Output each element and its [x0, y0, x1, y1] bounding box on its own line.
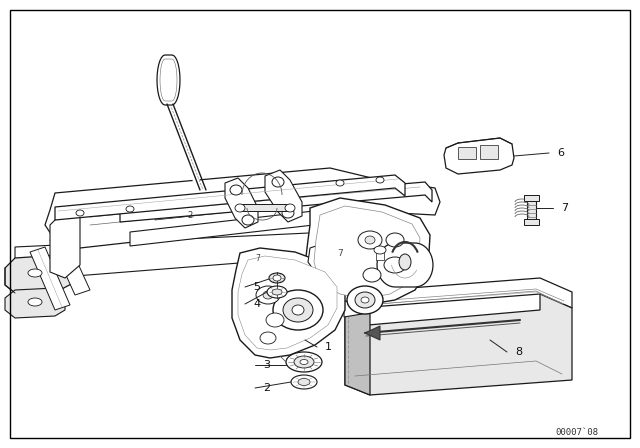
Text: 4: 4: [253, 299, 260, 309]
Ellipse shape: [28, 269, 42, 277]
Ellipse shape: [272, 177, 284, 187]
Ellipse shape: [300, 359, 308, 365]
Polygon shape: [305, 198, 430, 305]
Ellipse shape: [282, 208, 294, 218]
Ellipse shape: [76, 210, 84, 216]
Ellipse shape: [374, 246, 386, 254]
Ellipse shape: [266, 313, 284, 327]
Polygon shape: [15, 232, 345, 280]
Text: 5: 5: [253, 282, 260, 292]
Ellipse shape: [28, 298, 42, 306]
Ellipse shape: [242, 215, 254, 225]
Ellipse shape: [273, 290, 323, 330]
Bar: [524, 219, 539, 225]
Text: 7: 7: [337, 249, 343, 258]
Polygon shape: [157, 55, 180, 105]
Ellipse shape: [273, 275, 281, 281]
Bar: [376, 250, 384, 260]
Ellipse shape: [291, 375, 317, 389]
Polygon shape: [155, 199, 230, 220]
Polygon shape: [160, 59, 177, 101]
Polygon shape: [120, 182, 432, 222]
Ellipse shape: [365, 236, 375, 244]
Ellipse shape: [376, 177, 384, 183]
Polygon shape: [55, 175, 405, 220]
Ellipse shape: [292, 305, 304, 315]
Ellipse shape: [294, 356, 314, 368]
Polygon shape: [345, 278, 572, 309]
Polygon shape: [444, 138, 514, 174]
Polygon shape: [232, 248, 345, 358]
Bar: [240, 204, 290, 211]
Polygon shape: [345, 293, 370, 395]
Polygon shape: [314, 206, 420, 299]
Bar: [480, 145, 498, 159]
Ellipse shape: [260, 332, 276, 344]
Text: 7: 7: [255, 254, 260, 263]
Text: 00007`08: 00007`08: [555, 427, 598, 436]
Text: 8: 8: [515, 347, 522, 357]
Ellipse shape: [386, 233, 404, 247]
Ellipse shape: [384, 257, 406, 273]
Ellipse shape: [269, 273, 285, 283]
Text: 7: 7: [561, 203, 568, 213]
Polygon shape: [365, 326, 380, 340]
Ellipse shape: [355, 292, 375, 308]
Ellipse shape: [267, 286, 287, 298]
Polygon shape: [377, 243, 433, 287]
Polygon shape: [45, 168, 440, 248]
Text: 3: 3: [263, 360, 270, 370]
Polygon shape: [308, 238, 428, 285]
Polygon shape: [30, 247, 70, 310]
Polygon shape: [345, 294, 572, 395]
Ellipse shape: [283, 298, 313, 322]
Polygon shape: [130, 208, 355, 246]
Polygon shape: [265, 170, 302, 222]
Polygon shape: [5, 255, 75, 293]
Ellipse shape: [285, 204, 295, 212]
Polygon shape: [50, 235, 90, 295]
Polygon shape: [344, 295, 368, 317]
Bar: [458, 147, 476, 159]
Polygon shape: [5, 288, 65, 318]
Bar: [527, 198, 536, 220]
Ellipse shape: [361, 297, 369, 303]
Ellipse shape: [347, 286, 383, 314]
Ellipse shape: [263, 291, 273, 299]
Ellipse shape: [336, 180, 344, 186]
Bar: [524, 195, 539, 201]
Ellipse shape: [126, 206, 134, 212]
Text: 6: 6: [557, 148, 564, 158]
Text: 2: 2: [188, 211, 193, 220]
Ellipse shape: [286, 352, 322, 372]
Ellipse shape: [235, 204, 245, 212]
Ellipse shape: [358, 231, 382, 249]
Polygon shape: [238, 256, 337, 350]
Ellipse shape: [298, 379, 310, 385]
Ellipse shape: [272, 289, 282, 295]
Text: 1: 1: [325, 342, 332, 352]
Ellipse shape: [230, 185, 242, 195]
Polygon shape: [50, 210, 80, 278]
Text: 2: 2: [263, 383, 270, 393]
Ellipse shape: [363, 268, 381, 282]
Ellipse shape: [399, 254, 411, 270]
Ellipse shape: [256, 286, 280, 304]
Polygon shape: [225, 178, 258, 228]
